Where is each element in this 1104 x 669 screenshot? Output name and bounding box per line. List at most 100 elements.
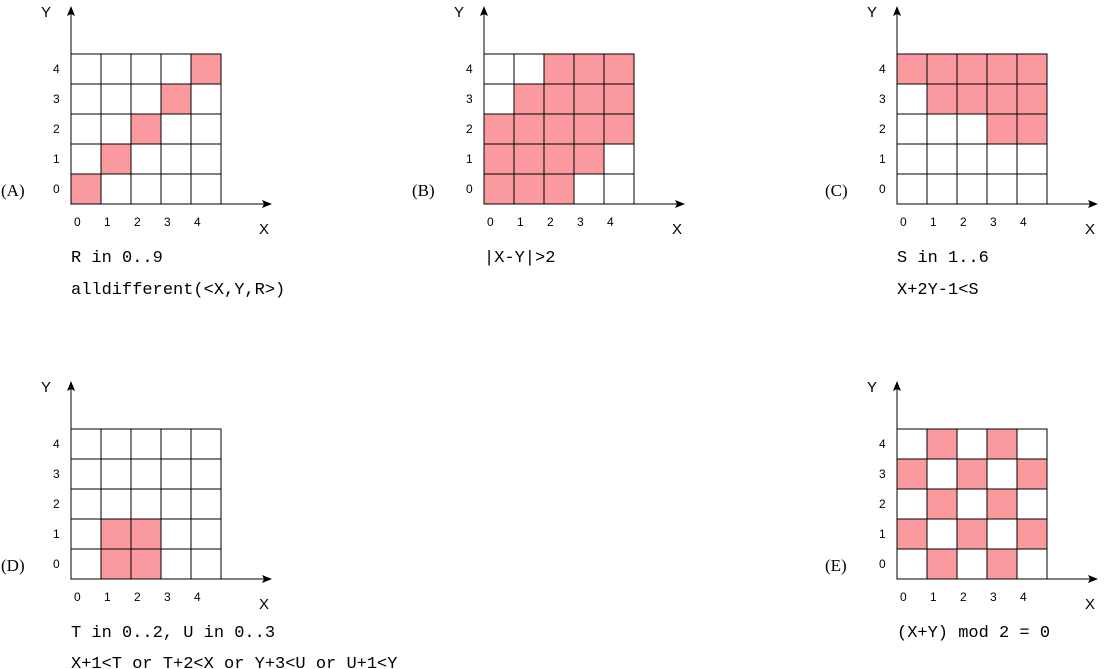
y-tick-label: 3	[466, 92, 473, 106]
filled-cell	[603, 113, 635, 145]
empty-cell	[513, 53, 545, 85]
empty-cell	[100, 113, 132, 145]
x-axis-label: X	[1085, 221, 1095, 238]
x-tick-label: 3	[990, 590, 997, 604]
empty-cell	[956, 173, 988, 205]
panel-d: Y X 0 0 1 1 2 2 3 3 4 4 (D) T in 0..2, U in 0..3 X+1<T…	[1, 379, 397, 669]
empty-cell	[70, 113, 102, 145]
empty-cell	[896, 113, 928, 145]
x-tick-label: 3	[577, 215, 584, 229]
empty-cell	[100, 83, 132, 115]
panel-label: (E)	[825, 556, 847, 575]
empty-cell	[130, 83, 162, 115]
empty-cell	[100, 458, 132, 490]
empty-cell	[986, 143, 1018, 175]
empty-cell	[160, 518, 192, 550]
filled-cell	[986, 428, 1018, 460]
filled-cell	[513, 113, 545, 145]
empty-cell	[70, 143, 102, 175]
y-tick-label: 4	[53, 62, 60, 76]
filled-cell	[956, 53, 988, 85]
filled-cell	[926, 488, 958, 520]
empty-cell	[986, 458, 1018, 490]
empty-cell	[926, 518, 958, 550]
y-axis-label: Y	[41, 4, 51, 21]
panel-label: (B)	[412, 181, 435, 200]
panel-label: (C)	[825, 181, 848, 200]
x-axis-label: X	[259, 221, 269, 238]
y-tick-label: 2	[879, 122, 886, 136]
empty-cell	[130, 143, 162, 175]
y-tick-label: 3	[879, 92, 886, 106]
empty-cell	[130, 173, 162, 205]
y-tick-label: 4	[466, 62, 473, 76]
filled-cell	[926, 548, 958, 580]
filled-cell	[926, 428, 958, 460]
filled-cell	[100, 548, 132, 580]
empty-cell	[1016, 548, 1048, 580]
empty-cell	[896, 548, 928, 580]
x-tick-label: 0	[74, 590, 81, 604]
filled-cell	[896, 458, 928, 490]
empty-cell	[130, 53, 162, 85]
empty-cell	[70, 53, 102, 85]
filled-cell	[896, 518, 928, 550]
filled-cell	[1016, 83, 1048, 115]
filled-cell	[543, 83, 575, 115]
empty-cell	[956, 143, 988, 175]
y-tick-label: 3	[53, 92, 60, 106]
filled-cell	[543, 53, 575, 85]
panel-label: (D)	[1, 556, 25, 575]
empty-cell	[70, 548, 102, 580]
filled-cell	[483, 143, 515, 175]
constraint-line: X+2Y-1<S	[897, 281, 979, 300]
filled-cell	[190, 53, 222, 85]
x-tick-label: 2	[547, 215, 554, 229]
filled-cell	[986, 53, 1018, 85]
empty-cell	[130, 458, 162, 490]
x-axis-label: X	[259, 596, 269, 613]
filled-cell	[956, 518, 988, 550]
filled-cell	[573, 83, 605, 115]
y-tick-label: 0	[879, 182, 886, 196]
empty-cell	[483, 53, 515, 85]
filled-cell	[1016, 113, 1048, 145]
y-tick-label: 0	[466, 182, 473, 196]
y-tick-label: 1	[53, 527, 60, 541]
y-tick-label: 0	[879, 557, 886, 571]
empty-cell	[926, 113, 958, 145]
y-tick-label: 1	[879, 152, 886, 166]
panel-c: Y X 0 0 1 1 2 2 3 3 4 4 (C) S in 1..6 X+2Y-1<S	[825, 4, 1098, 300]
empty-cell	[100, 173, 132, 205]
y-tick-label: 2	[53, 122, 60, 136]
empty-cell	[160, 143, 192, 175]
y-tick-label: 1	[879, 527, 886, 541]
empty-cell	[926, 143, 958, 175]
filled-cell	[160, 83, 192, 115]
empty-cell	[956, 428, 988, 460]
filled-cell	[1016, 518, 1048, 550]
constraint-line: X+1<T or T+2<X or Y+3<U or U+1<Y	[71, 655, 397, 669]
empty-cell	[956, 488, 988, 520]
y-tick-label: 3	[53, 467, 60, 481]
x-tick-label: 4	[1020, 590, 1027, 604]
x-tick-label: 3	[990, 215, 997, 229]
panel-label: (A)	[1, 181, 25, 200]
empty-cell	[190, 518, 222, 550]
x-tick-label: 1	[104, 215, 111, 229]
empty-cell	[956, 548, 988, 580]
empty-cell	[986, 518, 1018, 550]
filled-cell	[1016, 53, 1048, 85]
empty-cell	[160, 53, 192, 85]
x-tick-label: 1	[930, 215, 937, 229]
x-tick-label: 4	[194, 215, 201, 229]
y-tick-label: 3	[879, 467, 886, 481]
filled-cell	[603, 83, 635, 115]
y-tick-label: 4	[879, 62, 886, 76]
constraint-line: (X+Y) mod 2 = 0	[897, 624, 1050, 643]
empty-cell	[100, 488, 132, 520]
filled-cell	[100, 518, 132, 550]
y-tick-label: 2	[53, 497, 60, 511]
filled-cell	[573, 113, 605, 145]
filled-cell	[986, 488, 1018, 520]
